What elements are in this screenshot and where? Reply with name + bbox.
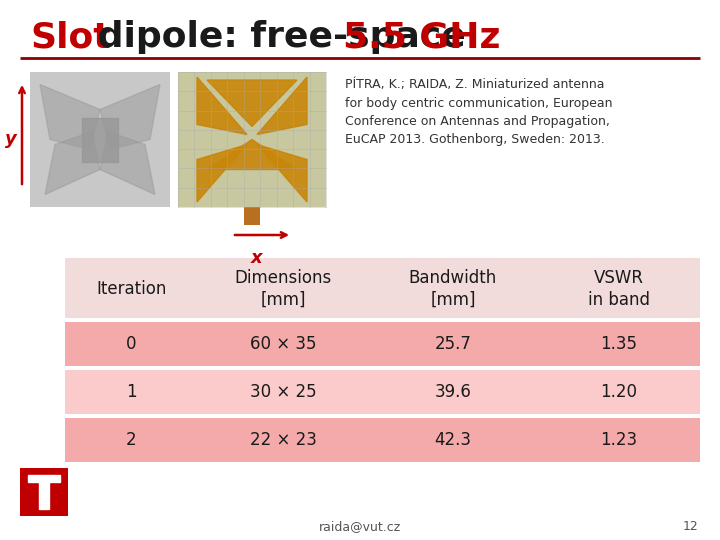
Bar [65, 318, 700, 322]
Polygon shape [82, 118, 118, 161]
Text: x: x [251, 249, 263, 267]
Text: 1: 1 [126, 383, 137, 401]
Polygon shape [39, 482, 49, 509]
Text: 12: 12 [683, 521, 698, 534]
Text: y: y [5, 130, 17, 148]
Bar [244, 207, 260, 225]
Polygon shape [197, 77, 247, 134]
Bar [65, 370, 700, 414]
Bar [65, 462, 700, 466]
Text: Slot: Slot [30, 20, 111, 54]
Polygon shape [197, 145, 247, 202]
Bar [30, 72, 170, 207]
Text: 5.5 GHz: 5.5 GHz [343, 20, 500, 54]
Bar [20, 468, 68, 516]
Text: 2: 2 [126, 431, 137, 449]
Text: dipole: free-space: dipole: free-space [85, 20, 478, 54]
Text: raida@vut.cz: raida@vut.cz [319, 521, 401, 534]
Text: 22 × 23: 22 × 23 [250, 431, 316, 449]
Text: 1.23: 1.23 [600, 431, 638, 449]
Text: 25.7: 25.7 [435, 335, 472, 353]
Bar [65, 322, 700, 366]
Polygon shape [207, 139, 297, 170]
Bar [65, 366, 700, 370]
Polygon shape [28, 475, 60, 482]
Text: 30 × 25: 30 × 25 [250, 383, 316, 401]
Text: Dimensions
[mm]: Dimensions [mm] [235, 269, 332, 309]
Text: 0: 0 [126, 335, 137, 353]
Polygon shape [257, 145, 307, 202]
Polygon shape [40, 84, 100, 150]
Bar [65, 258, 700, 320]
Bar [65, 418, 700, 462]
Text: 42.3: 42.3 [434, 431, 472, 449]
Polygon shape [207, 80, 297, 126]
Polygon shape [45, 132, 100, 194]
Bar [178, 72, 326, 207]
Polygon shape [100, 84, 160, 150]
Bar [65, 414, 700, 418]
Polygon shape [257, 77, 307, 134]
Text: 1.20: 1.20 [600, 383, 637, 401]
Text: Iteration: Iteration [96, 280, 167, 298]
Text: 1.35: 1.35 [600, 335, 637, 353]
Polygon shape [100, 132, 155, 194]
Text: Bandwidth
[mm]: Bandwidth [mm] [409, 269, 497, 309]
Text: PÍTRA, K.; RAIDA, Z. Miniaturized antenna
for body centric communication, Europe: PÍTRA, K.; RAIDA, Z. Miniaturized antenn… [345, 78, 613, 146]
Text: VSWR
in band: VSWR in band [588, 269, 650, 309]
Text: 60 × 35: 60 × 35 [250, 335, 316, 353]
Text: 39.6: 39.6 [435, 383, 472, 401]
